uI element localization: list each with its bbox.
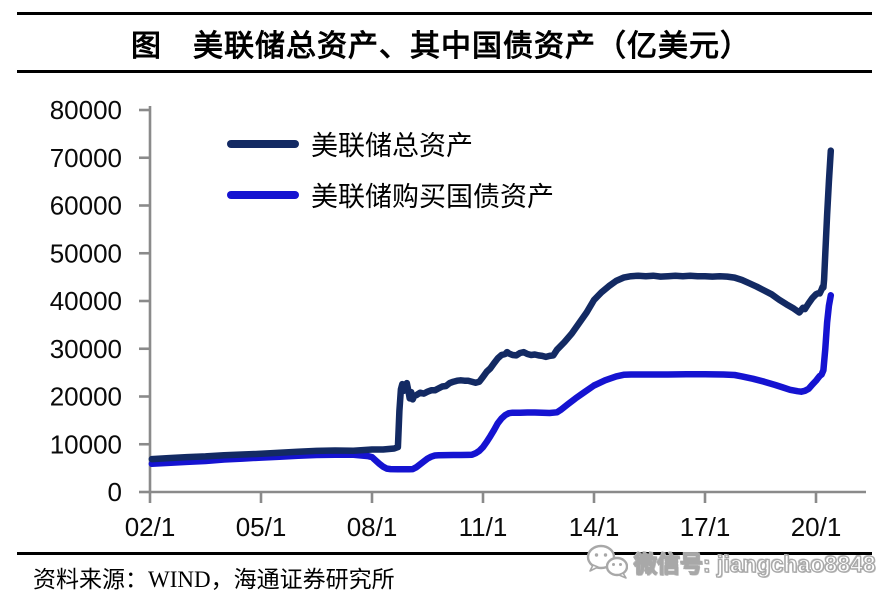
chart-legend: 美联储总资产 美联储购买国债资产 — [227, 127, 554, 229]
y-axis-tick-label: 80000 — [50, 95, 122, 125]
series-line-美联储购买国债资产 — [148, 292, 835, 473]
legend-label: 美联储购买国债资产 — [311, 182, 554, 212]
legend-line-swatch-total-assets — [227, 139, 299, 148]
x-axis-tick-label: 02/1 — [125, 512, 176, 542]
watermark-text: 微信号: jiangchao8848 — [633, 550, 876, 577]
series-line-美联储总资产 — [148, 147, 835, 463]
x-axis-tick-label: 11/1 — [459, 512, 508, 542]
wechat-icon — [586, 544, 628, 579]
bottom-divider — [17, 552, 872, 555]
y-axis-tick-label: 60000 — [50, 191, 122, 221]
title-divider — [17, 70, 872, 73]
x-axis-tick-label: 05/1 — [236, 512, 287, 542]
legend-line-swatch-treasury-assets — [227, 190, 299, 199]
x-axis-tick-label: 20/1 — [791, 512, 842, 542]
x-axis-tick-label: 14/1 — [569, 512, 620, 542]
y-axis-tick-label: 20000 — [50, 382, 122, 412]
x-axis-tick-label: 08/1 — [347, 512, 398, 542]
legend-label: 美联储总资产 — [311, 131, 473, 161]
y-axis-tick-label: 10000 — [50, 429, 122, 459]
y-axis-tick-label: 40000 — [50, 286, 122, 316]
top-divider — [17, 12, 872, 15]
y-axis-tick-label: 30000 — [50, 334, 122, 364]
legend-item-treasury-assets: 美联储购买国债资产 — [227, 178, 554, 212]
y-axis-tick-label: 50000 — [50, 238, 122, 268]
data-source-note: 资料来源：WIND，海通证券研究所 — [33, 567, 395, 592]
x-axis-tick-label: 17/1 — [680, 512, 731, 542]
chart-title: 图 美联储总资产、其中国债资产（亿美元） — [131, 30, 751, 63]
legend-item-total-assets: 美联储总资产 — [227, 127, 554, 161]
y-axis-tick-label: 70000 — [50, 143, 122, 173]
wechat-watermark: 微信号: jiangchao8848 — [586, 543, 876, 580]
y-axis-tick-label: 0 — [108, 477, 122, 507]
